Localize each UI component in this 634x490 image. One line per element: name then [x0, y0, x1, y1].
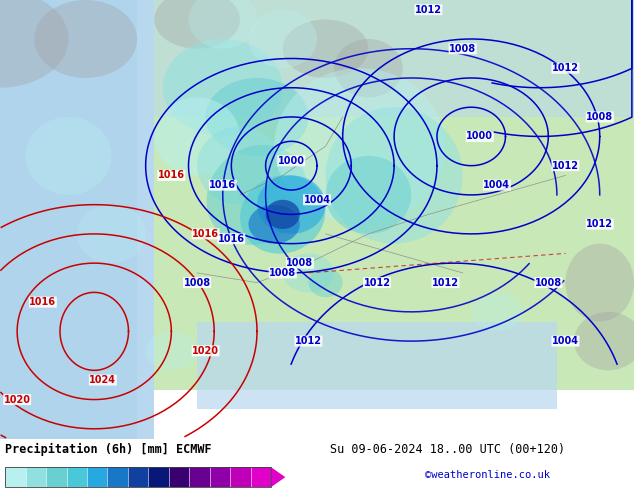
Ellipse shape	[240, 175, 325, 254]
Ellipse shape	[257, 175, 326, 234]
Text: 1008: 1008	[586, 112, 613, 122]
Text: 1020: 1020	[192, 346, 219, 356]
Ellipse shape	[274, 68, 446, 224]
Ellipse shape	[283, 20, 368, 78]
Ellipse shape	[249, 10, 317, 68]
Text: 1008: 1008	[269, 268, 296, 278]
Text: 1016: 1016	[209, 180, 236, 190]
Ellipse shape	[334, 39, 403, 98]
Ellipse shape	[566, 244, 634, 321]
Text: Precipitation (6h) [mm] ECMWF: Precipitation (6h) [mm] ECMWF	[5, 442, 212, 456]
Bar	[0, 0, 154, 439]
Bar	[251, 467, 271, 487]
Text: 1020: 1020	[4, 394, 30, 405]
Ellipse shape	[34, 0, 137, 78]
Text: 1012: 1012	[432, 278, 459, 288]
Text: 1012: 1012	[552, 161, 579, 171]
Text: Su 09-06-2024 18..00 UTC (00+120): Su 09-06-2024 18..00 UTC (00+120)	[330, 442, 565, 456]
Bar	[25, 467, 46, 487]
Ellipse shape	[326, 156, 411, 234]
Text: 1012: 1012	[552, 63, 579, 73]
Bar	[169, 467, 190, 487]
Text: 1000: 1000	[466, 131, 493, 142]
Ellipse shape	[0, 0, 68, 88]
Ellipse shape	[207, 145, 307, 245]
Ellipse shape	[146, 331, 197, 370]
Text: 1008: 1008	[449, 44, 476, 54]
Text: 1008: 1008	[287, 258, 313, 268]
Text: 1008: 1008	[534, 278, 562, 288]
Ellipse shape	[77, 205, 146, 263]
Bar	[0, 0, 137, 439]
Text: 1004: 1004	[552, 336, 579, 346]
Text: 1008: 1008	[183, 278, 210, 288]
Polygon shape	[271, 467, 285, 487]
Text: 1016: 1016	[158, 171, 185, 180]
Ellipse shape	[283, 253, 334, 293]
Ellipse shape	[163, 39, 283, 136]
Bar	[148, 467, 169, 487]
Ellipse shape	[197, 127, 283, 205]
Text: 1012: 1012	[586, 219, 613, 229]
Ellipse shape	[326, 107, 463, 244]
Bar	[128, 467, 148, 487]
Bar	[5, 467, 271, 487]
Bar	[210, 467, 230, 487]
Ellipse shape	[205, 78, 308, 156]
Bar	[137, 0, 634, 390]
Text: 1012: 1012	[363, 278, 391, 288]
Bar	[197, 321, 557, 409]
Text: 1016: 1016	[29, 297, 56, 307]
Ellipse shape	[26, 117, 112, 195]
Bar	[87, 467, 108, 487]
Bar	[230, 467, 251, 487]
Ellipse shape	[308, 268, 343, 297]
Ellipse shape	[188, 0, 257, 49]
Text: 1016: 1016	[218, 234, 245, 244]
Text: 1004: 1004	[483, 180, 510, 190]
Text: ©weatheronline.co.uk: ©weatheronline.co.uk	[425, 470, 550, 480]
Text: 1012: 1012	[415, 5, 442, 15]
Ellipse shape	[471, 293, 522, 331]
Bar	[190, 467, 210, 487]
Text: 1024: 1024	[89, 375, 116, 385]
Ellipse shape	[574, 312, 634, 370]
Ellipse shape	[266, 200, 300, 229]
Ellipse shape	[249, 205, 300, 244]
Text: 1004: 1004	[304, 195, 330, 205]
Text: 1012: 1012	[295, 336, 322, 346]
Bar	[46, 467, 67, 487]
Text: 1000: 1000	[278, 156, 305, 166]
Bar	[108, 467, 128, 487]
Text: 1016: 1016	[192, 229, 219, 239]
Ellipse shape	[154, 0, 240, 49]
Ellipse shape	[154, 98, 240, 175]
Bar	[67, 467, 87, 487]
Bar	[0, 0, 634, 117]
Bar	[5, 467, 25, 487]
